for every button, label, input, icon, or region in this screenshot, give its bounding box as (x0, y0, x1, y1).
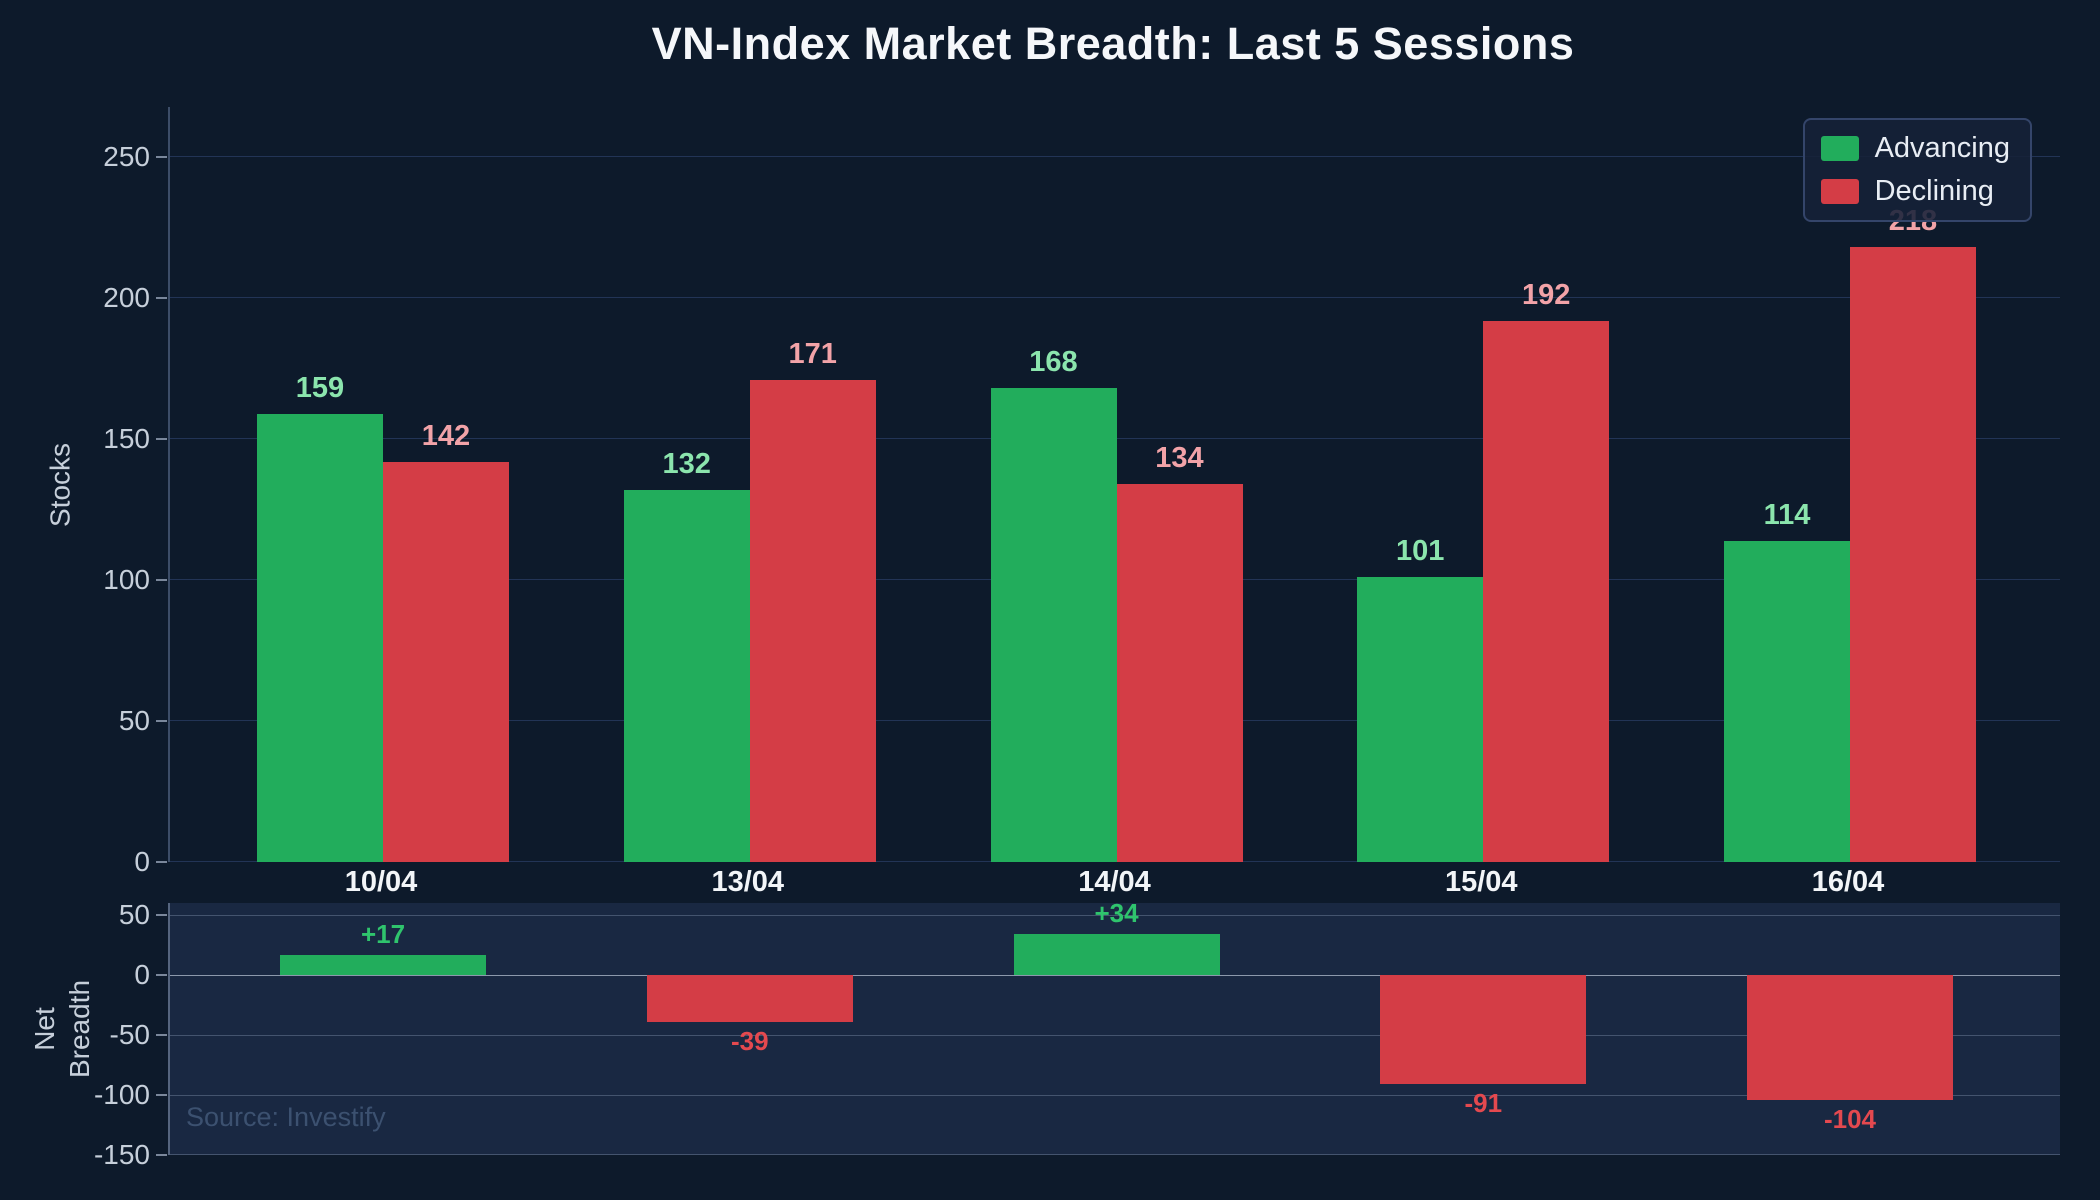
bar-value-label: 171 (788, 337, 837, 370)
bar-advancing (1357, 577, 1484, 862)
gridline (170, 297, 2060, 298)
chart-title: VN-Index Market Breadth: Last 5 Sessions (651, 18, 1575, 69)
y-tick-mark (156, 438, 167, 440)
y-tick-mark (156, 156, 167, 158)
gridline (170, 1095, 2060, 1096)
declining-swatch-icon (1820, 179, 1859, 204)
bar-declining (1116, 484, 1243, 862)
bar-value-label: 192 (1522, 278, 1571, 311)
x-tick-label-date: 15/04 (1444, 866, 1518, 898)
x-tick-label-date: 10/04 (344, 866, 418, 898)
y-tick-label: 100 (103, 564, 150, 595)
legend-item-advancing: Advancing (1820, 132, 2010, 165)
bar-advancing (1724, 540, 1850, 862)
net-breadth-value-label: +34 (1094, 898, 1139, 929)
net-breadth-panel: 50 0 -50 -100 -150 +17 -39 +34 -91 -104 (94, 898, 2060, 1170)
bar-declining (1850, 247, 1976, 862)
net-breadth-value-label: -91 (1464, 1088, 1503, 1119)
y-axis-label-net-breadth: Net Breadth (29, 979, 95, 1079)
bar-value-label: 134 (1155, 442, 1204, 475)
bar-value-label: 132 (662, 447, 711, 480)
y-tick-label: 0 (134, 846, 150, 877)
gridline (170, 975, 2060, 976)
net-breadth-bar (280, 954, 486, 975)
bar-value-label: 168 (1029, 346, 1078, 379)
net-breadth-value-label: -39 (730, 1025, 769, 1056)
y-tick-label: 50 (118, 705, 150, 736)
y-tick-mark (156, 1094, 167, 1096)
bar-value-label: 101 (1396, 535, 1445, 568)
y-tick-label: 200 (103, 282, 150, 313)
bar-declining (749, 379, 876, 862)
net-breadth-value-label: +17 (360, 918, 406, 949)
bar-advancing (257, 413, 383, 862)
bar-value-label: 142 (421, 419, 471, 452)
y-tick-label: 150 (103, 423, 150, 454)
bar-advancing (990, 388, 1117, 862)
net-breadth-bar (1747, 975, 1953, 1100)
y-tick-label: 250 (103, 141, 150, 172)
bar-advancing (623, 489, 750, 862)
net-breadth-bar (646, 975, 853, 1022)
x-tick-label-date: 13/04 (711, 866, 785, 898)
source-note: Source: Investify (186, 1102, 386, 1132)
y-tick-mark (156, 914, 167, 916)
y-tick-mark (156, 720, 167, 722)
y-tick-label: -50 (109, 1019, 150, 1050)
advancing-swatch-icon (1820, 136, 1859, 161)
x-tick-label-date: 16/04 (1811, 866, 1885, 898)
gridline (170, 915, 2060, 916)
gridline (170, 1154, 2060, 1155)
y-tick-label: -150 (93, 1139, 150, 1170)
stocks-panel: 0 50 100 150 200 250 159 142 132 171 168 134 101 192 1… (103, 107, 2060, 877)
y-tick-mark (156, 1034, 167, 1036)
net-breadth-bar (1013, 934, 1220, 975)
x-tick-label-date: 14/04 (1078, 866, 1151, 898)
legend-label-declining: Declining (1874, 175, 1994, 207)
legend-item-declining: Declining (1820, 175, 2010, 208)
y-axis-label-stocks: Stocks (44, 442, 76, 528)
y-tick-label: 50 (118, 899, 150, 930)
y-tick-mark (156, 579, 167, 581)
bar-declining (383, 461, 509, 862)
y-tick-label: -100 (93, 1079, 150, 1110)
net-breadth-value-label: -104 (1823, 1103, 1877, 1134)
y-tick-mark (156, 861, 167, 863)
net-breadth-bar (1380, 975, 1587, 1085)
gridline (170, 1035, 2060, 1036)
y-tick-label: 0 (134, 959, 150, 990)
y-tick-mark (156, 974, 167, 976)
y-tick-mark (156, 297, 167, 299)
bar-value-label: 159 (295, 371, 345, 404)
y-tick-mark (156, 1154, 167, 1156)
bar-value-label: 114 (1763, 498, 1811, 531)
legend-label-advancing: Advancing (1874, 132, 2010, 164)
gridline (170, 156, 2060, 157)
bar-declining (1483, 320, 1610, 862)
legend: Advancing Declining (1802, 118, 2032, 222)
